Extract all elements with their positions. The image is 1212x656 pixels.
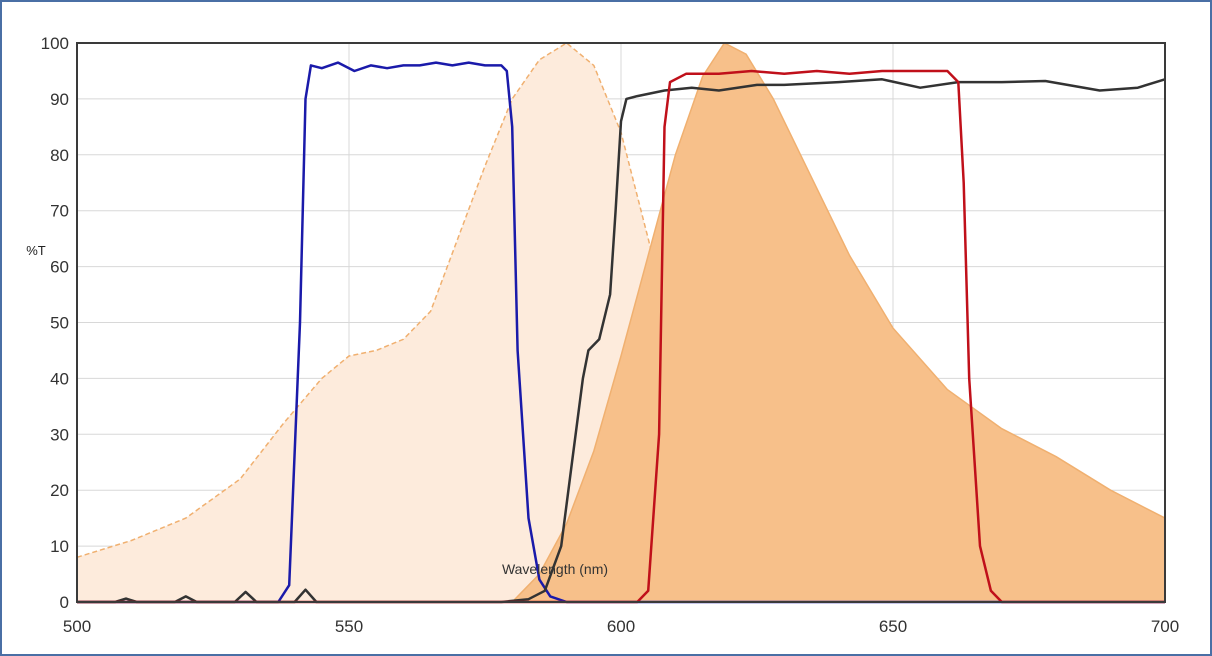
y-tick-label: 50 [50,314,69,333]
exciter-filter-line [77,61,1165,604]
x-tick-labels: 500 550 600 650 700 [63,617,1179,636]
y-tick-label: 20 [50,481,69,500]
x-tick-label: 650 [879,617,907,636]
x-tick-label: 500 [63,617,91,636]
x-axis-label: Wavelength (nm) [502,561,608,577]
y-tick-label: 90 [50,90,69,109]
emission-spectrum-fill [512,43,1165,602]
y-tick-label: 60 [50,258,69,277]
x-tick-label: 700 [1151,617,1179,636]
y-tick-label: 0 [60,593,69,612]
emitter-filter-line [77,69,1165,604]
spectra-layer [76,42,1166,604]
x-tick-label: 550 [335,617,363,636]
plot-border [76,42,1166,603]
y-tick-label: 70 [50,202,69,221]
emission-spectrum-line [511,42,1166,603]
y-tick-label: 80 [50,146,69,165]
y-axis-label: %T [26,243,46,258]
y-tick-label: 30 [50,425,69,444]
y-tick-labels: 0 10 20 30 40 50 60 70 80 90 100 [41,34,69,612]
y-tick-label: 10 [50,537,69,556]
excitation-spectrum-fill [77,43,1165,602]
y-tick-label: 100 [41,34,69,53]
x-tick-label: 600 [607,617,635,636]
y-tick-label: 40 [50,369,69,388]
